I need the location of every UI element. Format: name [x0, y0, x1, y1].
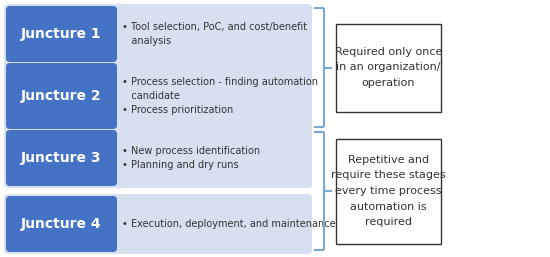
FancyBboxPatch shape [336, 139, 441, 243]
Text: Juncture 2: Juncture 2 [21, 89, 102, 103]
Text: Required only once
in an organization/
operation: Required only once in an organization/ o… [335, 47, 442, 88]
Text: Repetitive and
require these stages
every time process
automation is
required: Repetitive and require these stages ever… [331, 155, 446, 227]
Text: • Process selection - finding automation
   candidate
• Process prioritization: • Process selection - finding automation… [122, 77, 318, 115]
Text: • Execution, deployment, and maintenance: • Execution, deployment, and maintenance [122, 219, 336, 229]
FancyBboxPatch shape [336, 23, 441, 112]
Text: • New process identification
• Planning and dry runs: • New process identification • Planning … [122, 146, 260, 170]
Text: Juncture 1: Juncture 1 [21, 27, 102, 41]
FancyBboxPatch shape [4, 61, 312, 131]
FancyBboxPatch shape [4, 194, 312, 254]
FancyBboxPatch shape [4, 4, 312, 64]
Text: Juncture 3: Juncture 3 [21, 151, 102, 165]
FancyBboxPatch shape [6, 196, 117, 252]
FancyBboxPatch shape [4, 128, 312, 188]
Text: • Tool selection, PoC, and cost/benefit
   analysis: • Tool selection, PoC, and cost/benefit … [122, 22, 307, 46]
Text: Juncture 4: Juncture 4 [21, 217, 102, 231]
FancyBboxPatch shape [6, 6, 117, 62]
FancyBboxPatch shape [6, 63, 117, 129]
FancyBboxPatch shape [6, 130, 117, 186]
